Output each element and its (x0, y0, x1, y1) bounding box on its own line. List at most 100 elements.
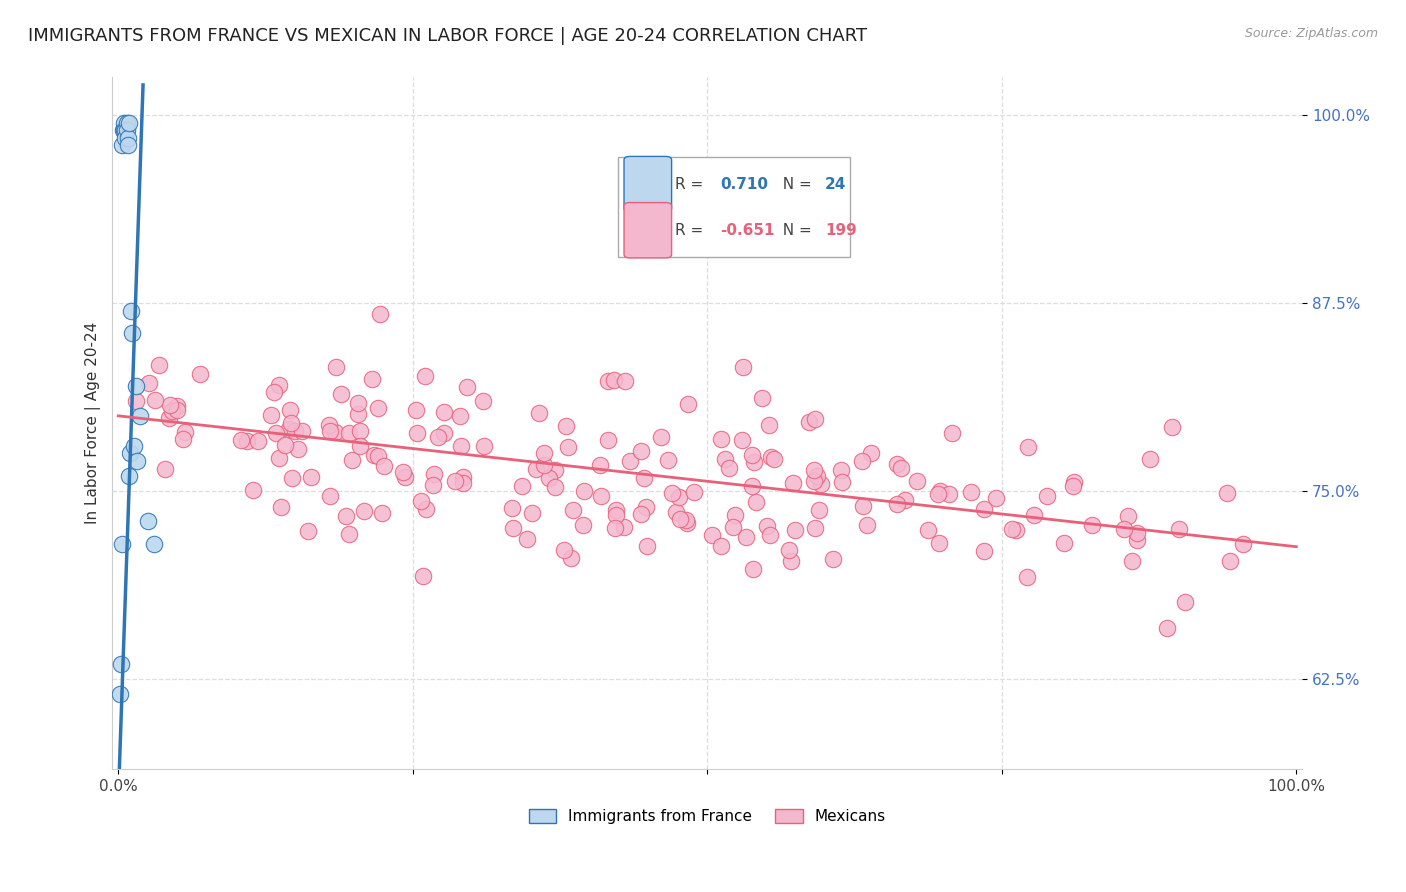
Point (128, 409, 150, 423)
Point (676, 397, 699, 411)
Point (1114, 522, 1136, 536)
Point (605, 508, 627, 523)
Point (661, 486, 683, 500)
Point (894, 493, 917, 508)
Point (111, 138, 134, 153)
Point (229, 433, 252, 447)
Point (274, 438, 297, 452)
Point (761, 450, 783, 465)
Point (1005, 523, 1028, 537)
Point (741, 479, 763, 493)
Point (444, 474, 467, 488)
Point (603, 373, 626, 387)
Point (782, 476, 804, 491)
Point (392, 466, 415, 480)
Point (143, 392, 166, 407)
Point (117, 130, 139, 145)
Point (831, 475, 853, 489)
Point (675, 516, 697, 530)
Point (349, 439, 371, 453)
Point (589, 490, 612, 504)
Point (136, 514, 159, 528)
Point (267, 450, 290, 465)
Point (409, 494, 432, 508)
Point (778, 542, 800, 557)
Point (614, 374, 637, 388)
Point (742, 562, 765, 576)
Point (291, 425, 314, 439)
Point (111, 537, 134, 551)
Point (112, 123, 135, 137)
Point (560, 551, 582, 566)
Point (114, 130, 136, 145)
Point (361, 372, 384, 386)
Point (544, 479, 567, 493)
Point (1053, 536, 1076, 550)
Point (111, 123, 134, 137)
Point (471, 394, 494, 409)
Legend: Immigrants from France, Mexicans: Immigrants from France, Mexicans (529, 809, 886, 824)
Point (114, 123, 136, 137)
Point (247, 434, 270, 448)
Point (412, 568, 434, 582)
Point (115, 115, 138, 129)
Point (337, 526, 360, 541)
Point (804, 411, 827, 425)
Point (1156, 621, 1178, 635)
Point (148, 358, 170, 372)
Point (630, 444, 652, 458)
Text: N =: N = (773, 177, 817, 192)
Point (125, 378, 148, 392)
Point (755, 518, 778, 533)
Point (450, 439, 472, 453)
Point (613, 520, 636, 534)
Point (1036, 489, 1059, 503)
Point (533, 446, 555, 460)
Point (1216, 485, 1239, 500)
Point (284, 425, 307, 439)
Point (188, 367, 211, 381)
Text: 24: 24 (825, 177, 846, 192)
Point (524, 462, 547, 476)
Point (650, 430, 672, 444)
Point (159, 398, 181, 412)
Point (108, 687, 131, 701)
Point (741, 448, 763, 462)
Point (267, 378, 290, 392)
Point (657, 452, 679, 467)
Point (1174, 595, 1197, 609)
Point (1126, 525, 1149, 540)
Point (110, 657, 132, 671)
Point (433, 405, 456, 419)
Point (742, 455, 765, 469)
Point (157, 411, 180, 425)
Point (928, 536, 950, 550)
Point (413, 368, 436, 383)
Point (394, 469, 416, 483)
Point (142, 537, 165, 551)
Point (347, 396, 370, 410)
Point (236, 434, 259, 449)
Point (373, 458, 395, 473)
Point (636, 500, 658, 514)
Point (886, 497, 908, 511)
Point (405, 426, 427, 441)
Point (501, 501, 523, 516)
Point (337, 425, 360, 440)
Text: IMMIGRANTS FROM FRANCE VS MEXICAN IN LABOR FORCE | AGE 20-24 CORRELATION CHART: IMMIGRANTS FROM FRANCE VS MEXICAN IN LAB… (28, 27, 868, 45)
Point (160, 404, 183, 418)
FancyBboxPatch shape (624, 202, 672, 258)
Point (153, 461, 176, 475)
Point (367, 401, 389, 415)
Point (803, 463, 825, 477)
Point (1139, 452, 1161, 467)
Point (121, 326, 143, 340)
Point (415, 501, 437, 516)
Point (278, 402, 301, 417)
Point (938, 487, 960, 501)
Point (522, 506, 544, 520)
Point (353, 504, 375, 518)
Point (856, 518, 879, 533)
Point (807, 503, 830, 517)
Point (280, 416, 302, 430)
